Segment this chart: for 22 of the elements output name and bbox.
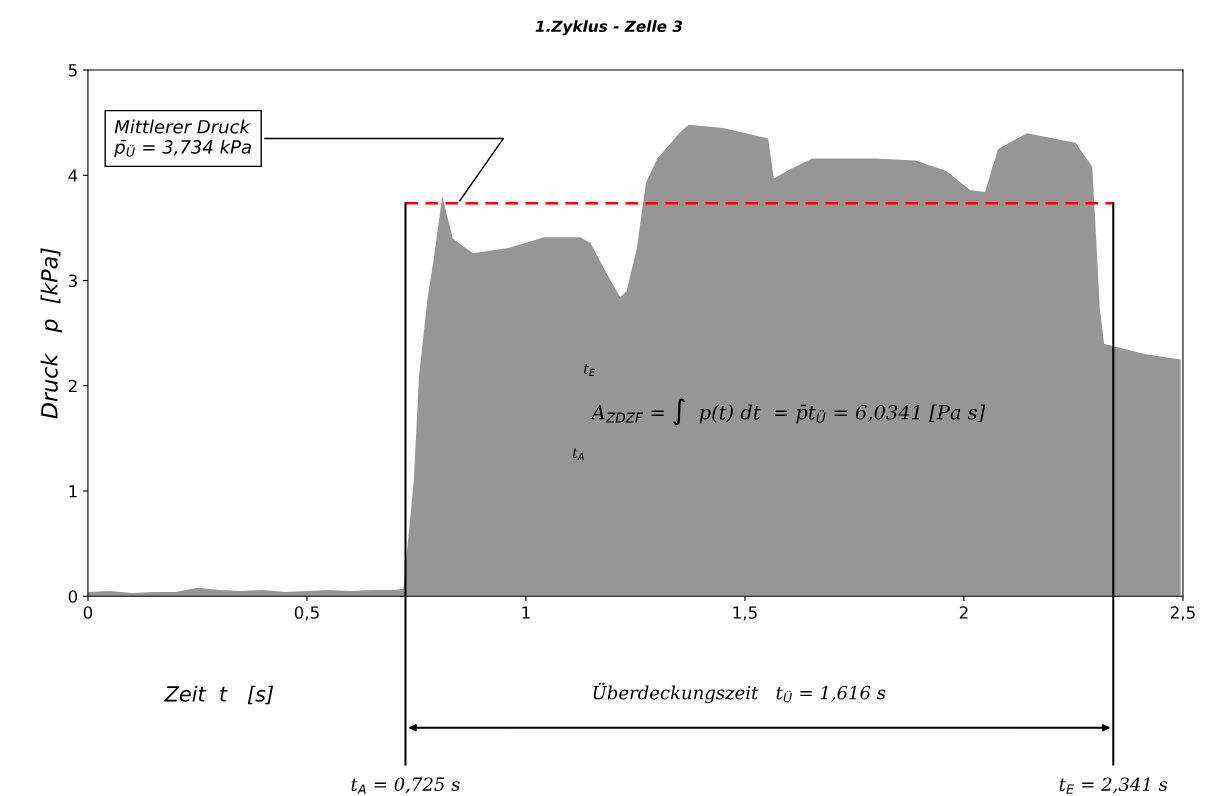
annotation: A$_{ZDZF}$ = ∫ p(t) dt = p̄t$_{Ü}$ = 6,0341 [Pa s] bbox=[590, 398, 986, 426]
annotation: t$_{E}$ bbox=[584, 364, 596, 376]
x-tick-label: 2 bbox=[959, 606, 968, 619]
annotation: t$_{A}$ bbox=[572, 448, 584, 461]
ref-line-label: Mittlerer Druck p̄$_{Ü}$ = 3,734 kPa bbox=[114, 119, 251, 158]
y-tick-label: 2 bbox=[68, 379, 77, 393]
ref-line-label: t$_{A}$ = 0,725 s bbox=[351, 777, 460, 794]
x-tick-label: 0 bbox=[83, 606, 93, 619]
x-tick-label: 0,5 bbox=[294, 606, 319, 621]
x-axis-title: Zeit t [s] bbox=[164, 685, 274, 705]
y-tick-label: 1 bbox=[69, 485, 77, 498]
text: Überdeckungszeit t$_{Ü}$ = 1,616 s bbox=[593, 682, 886, 704]
y-axis-title: Druck p [kPa] bbox=[40, 248, 63, 419]
x-tick-label: 1,5 bbox=[733, 606, 757, 621]
y-tick-label: 3 bbox=[68, 274, 77, 288]
chart-title: 1.Zyklus - Zelle 3 bbox=[535, 20, 683, 36]
x-tick-label: 1 bbox=[522, 606, 530, 619]
y-tick-label: 4 bbox=[68, 169, 78, 182]
y-tick-label: 0 bbox=[68, 590, 78, 603]
x-tick-label: 2,5 bbox=[1170, 606, 1195, 621]
ref-line-label: t$_{E}$ = 2,341 s bbox=[1059, 777, 1168, 794]
y-tick-label: 5 bbox=[68, 64, 77, 77]
